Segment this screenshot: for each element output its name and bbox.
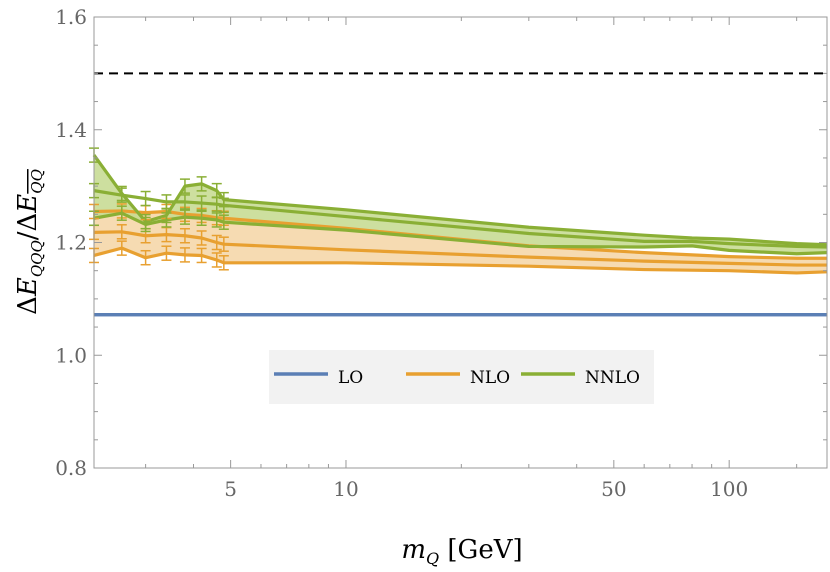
y-tick-label: 1.0	[55, 343, 87, 367]
x-tick-label: 50	[601, 477, 626, 501]
nlo-upper-line	[93, 209, 827, 260]
legend-label-lo: LO	[338, 368, 363, 388]
x-axis-title: mQ [GeV]	[401, 535, 522, 568]
nlo-center-line	[93, 230, 827, 267]
x-tick-label: 100	[710, 477, 748, 501]
x-tick-label: 10	[333, 477, 358, 501]
legend: LO NLO NNLO	[269, 350, 654, 404]
y-tick-label: 1.4	[55, 118, 87, 142]
legend-label-nlo: NLO	[470, 368, 510, 388]
x-tick-label: 5	[224, 477, 237, 501]
error-bars	[89, 147, 229, 271]
nlo-lower-line	[93, 246, 828, 275]
y-tick-label: 1.6	[55, 5, 87, 29]
legend-box	[269, 350, 654, 404]
y-tick-label: 0.8	[55, 456, 87, 480]
axis-ticks: 0.8 1.0 1.2 1.4 1.6 5 10 50 100	[55, 5, 827, 501]
y-axis-title: ΔEQQQ/ΔEQQ	[13, 169, 46, 315]
legend-label-nnlo: NNLO	[585, 368, 640, 388]
y-tick-label: 1.2	[55, 231, 87, 255]
